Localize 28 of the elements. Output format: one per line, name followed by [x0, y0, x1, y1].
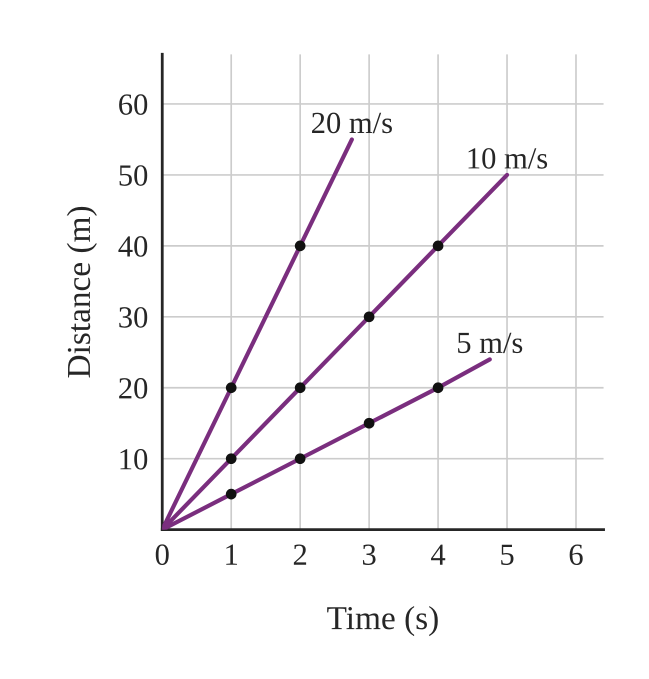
point — [294, 240, 306, 252]
x-tick-label: 6 — [570, 544, 583, 566]
point — [226, 488, 237, 500]
y-tick-label: 60 — [119, 94, 148, 115]
point — [432, 240, 444, 252]
x-axis-title: Time (s) — [327, 606, 438, 636]
series-label: 5 m/s — [458, 332, 522, 354]
y-tick-label: 10 — [120, 448, 148, 470]
series-label: 10 m/s — [468, 148, 548, 169]
x-tick-label: 1 — [226, 544, 238, 565]
point — [226, 453, 237, 464]
y-tick-label: 50 — [120, 165, 148, 186]
point — [226, 382, 237, 394]
point — [364, 311, 374, 322]
x-tick-label: 0 — [156, 544, 169, 566]
y-tick-label: 20 — [119, 378, 148, 399]
point — [294, 382, 306, 394]
y-axis-title: Distance (m) — [66, 206, 97, 378]
x-tick-label: 5 — [501, 544, 514, 566]
x-tick-label: 4 — [431, 544, 446, 565]
x-tick-label: 3 — [362, 544, 376, 566]
series-label: 20 m/s — [312, 112, 392, 134]
point — [294, 453, 306, 464]
point — [364, 418, 374, 429]
x-tick-label: 2 — [294, 544, 306, 565]
y-tick-label: 40 — [118, 236, 148, 257]
point — [432, 382, 444, 394]
y-tick-label: 30 — [119, 307, 148, 328]
